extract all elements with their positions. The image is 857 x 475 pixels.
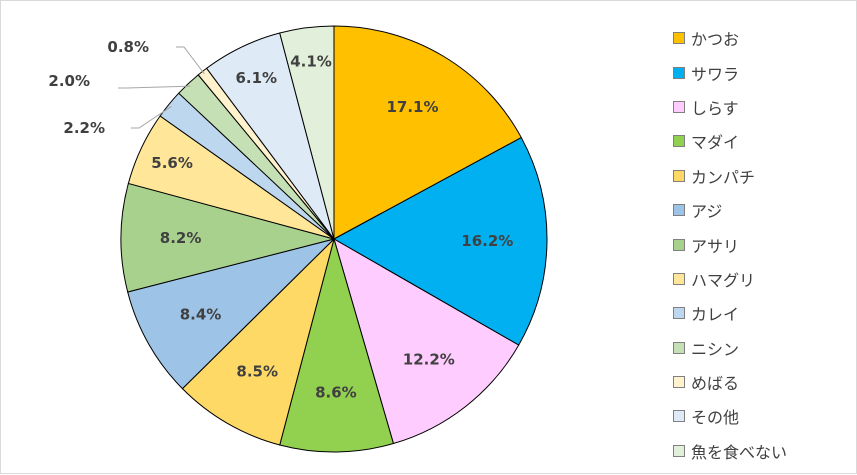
legend-item: アサリ [673,227,787,261]
legend-item: その他 [673,399,787,433]
legend-swatch [673,32,685,45]
legend-label: カンパチ [691,167,756,187]
legend-item: アジ [673,193,787,227]
data-label-8: 5.6% [151,154,193,172]
legend-label: めばる [691,374,740,394]
legend-swatch [673,100,685,113]
legend-label: カレイ [691,305,740,325]
pie-slice-5 [181,238,335,446]
data-label-1: 17.1% [386,98,438,116]
legend-swatch [673,169,685,182]
legend-label: かつお [691,30,740,50]
pie-slice-13 [279,25,335,240]
data-label-3: 12.2% [403,351,455,369]
legend-swatch [673,238,685,251]
data-label-13: 4.1% [290,53,332,71]
legend-label: ハマグリ [691,270,756,290]
data-label-5: 8.5% [236,363,278,381]
legend-item: 魚を食べない [673,434,787,468]
legend-swatch [673,376,685,389]
legend-item: めばる [673,365,787,399]
leader-line-9 [131,105,172,129]
data-label-10: 2.0% [48,72,90,90]
legend-swatch [673,341,685,354]
pie-slice-2 [333,137,548,346]
legend-item: サワラ [673,55,787,89]
legend-swatch [673,444,685,457]
data-label-4: 8.6% [315,383,357,401]
data-label-2: 16.2% [461,232,513,250]
leader-line-11 [176,46,205,75]
data-label-11: 0.8% [107,38,149,56]
data-label-12: 6.1% [235,69,277,87]
legend-label: 魚を食べない [691,442,788,462]
legend-swatch [673,410,685,423]
legend-item: マダイ [673,124,787,158]
legend-label: ニシン [691,339,740,359]
legend-swatch [673,135,685,148]
legend-swatch [673,272,685,285]
legend-swatch [673,307,685,320]
data-label-9: 2.2% [63,119,105,137]
legend-item: ハマグリ [673,262,787,296]
pie-slice-6 [127,238,335,390]
pie-slice-3 [333,238,520,445]
legend-label: アサリ [691,236,740,256]
legend-label: しらす [691,98,739,118]
legend-swatch [673,66,685,79]
legend-label: マダイ [691,133,740,153]
legend-item: カレイ [673,296,787,330]
legend-item: カンパチ [673,159,787,193]
legend-item: かつお [673,21,787,55]
data-label-7: 8.2% [160,229,202,247]
legend-item: しらす [673,90,787,124]
pie-slice-1 [333,25,522,240]
data-label-6: 8.4% [180,306,222,324]
legend-item: ニシン [673,331,787,365]
leader-line-10 [118,85,191,89]
legend: かつおサワラしらすマダイカンパチアジアサリハマグリカレイニシンめばるその他魚を食… [673,21,787,468]
legend-label: アジ [691,202,723,222]
legend-swatch [673,204,685,217]
pie-slice-4 [279,238,394,453]
legend-label: その他 [691,408,740,428]
pie-slice-7 [120,182,335,293]
legend-label: サワラ [691,64,740,84]
